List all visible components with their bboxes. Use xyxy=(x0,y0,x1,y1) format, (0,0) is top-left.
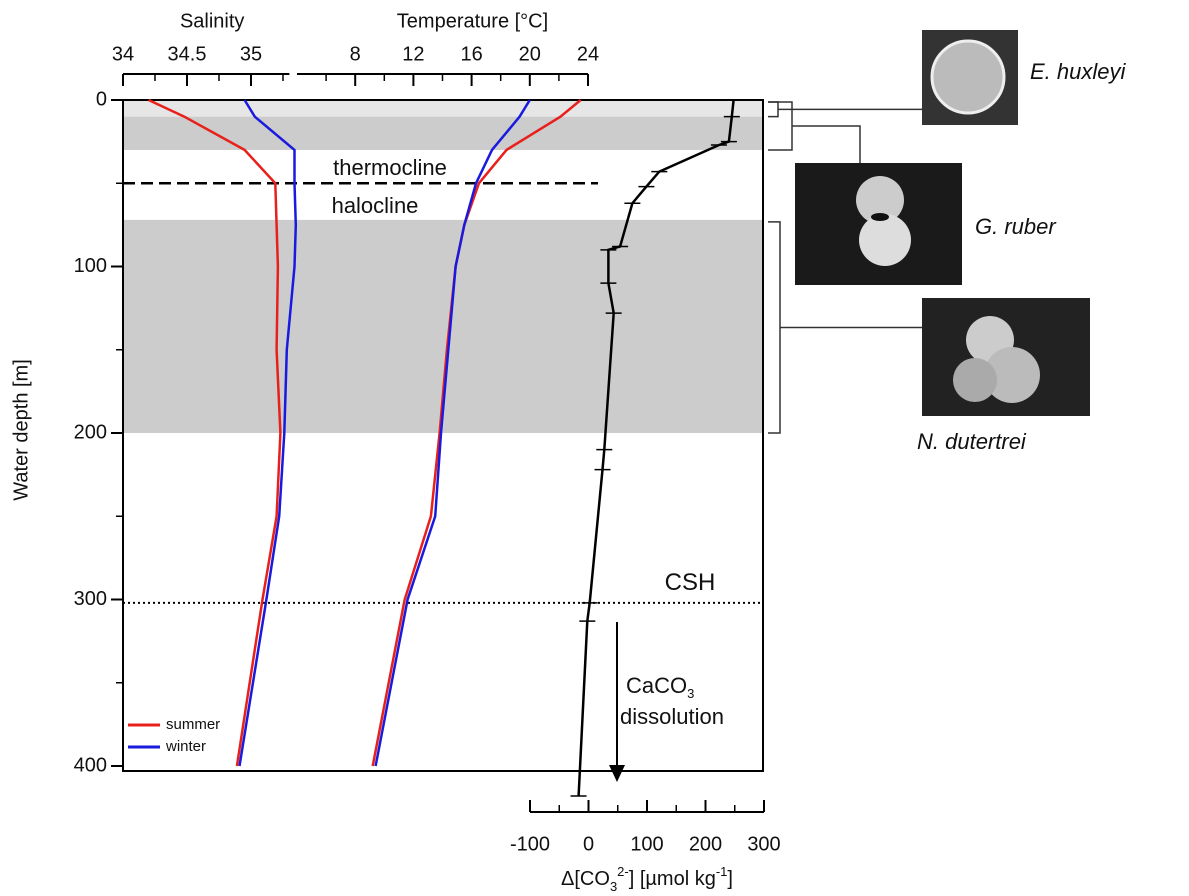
bottom-tick-label: -100 xyxy=(510,833,550,855)
label-part: 3 xyxy=(610,879,617,894)
top-tick-label: 12 xyxy=(402,43,424,65)
species-label: N. dutertrei xyxy=(917,429,1027,454)
label-part: Δ[CO xyxy=(561,868,610,890)
chamber xyxy=(859,214,911,266)
bottom-tick-label: 300 xyxy=(747,833,780,855)
depth-band xyxy=(123,117,763,150)
habitat-bracket xyxy=(768,102,778,117)
bottom-tick-label: 200 xyxy=(689,833,722,855)
plot-frame xyxy=(123,100,763,771)
y-axis-label: Water depth [m] xyxy=(10,359,32,501)
label-part: ] [µmol kg xyxy=(629,868,716,890)
top-tick-label: 35 xyxy=(240,43,262,65)
chamber xyxy=(953,358,997,402)
annotation: dissolution xyxy=(620,704,724,729)
depth-band xyxy=(123,100,763,117)
ref-label: CSH xyxy=(665,569,716,596)
y-tick-label: 0 xyxy=(96,88,107,110)
label-part: 2- xyxy=(617,864,629,879)
top-tick-label: 34.5 xyxy=(168,43,207,65)
y-tick-label: 100 xyxy=(74,255,107,277)
top-tick-label: 8 xyxy=(350,43,361,65)
top-axis-label: Salinity xyxy=(180,10,244,32)
label-part: ] xyxy=(727,868,733,890)
y-tick-label: 200 xyxy=(74,421,107,443)
figure: 0100200300400Water depth [m]3434.535Sali… xyxy=(0,0,1189,896)
habitat-link xyxy=(792,126,860,163)
top-tick-label: 34 xyxy=(112,43,134,65)
bottom-tick-label: 100 xyxy=(630,833,663,855)
top-tick-label: 24 xyxy=(577,43,599,65)
habitat-bracket xyxy=(768,222,780,433)
coccolith xyxy=(932,41,1004,113)
species-label: E. huxleyi xyxy=(1030,59,1126,84)
y-tick-label: 400 xyxy=(74,754,107,776)
ref-label: thermocline xyxy=(333,155,447,180)
annotation-part: CaCO xyxy=(626,673,687,698)
aperture xyxy=(871,213,889,221)
legend-label: winter xyxy=(165,738,206,755)
arrow-head xyxy=(609,765,625,782)
bottom-tick-label: 0 xyxy=(583,833,594,855)
legend-label: summer xyxy=(166,716,220,733)
label-part: -1 xyxy=(716,864,728,879)
y-tick-label: 300 xyxy=(74,588,107,610)
species-label: G. ruber xyxy=(975,214,1057,239)
annotation-part: 3 xyxy=(687,686,694,701)
annotation: halocline xyxy=(332,193,419,218)
top-axis-label: Temperature [°C] xyxy=(397,10,548,32)
bottom-axis-label: Δ[CO32-] [µmol kg-1] xyxy=(561,864,733,894)
top-tick-label: 20 xyxy=(519,43,541,65)
annotation: CaCO3 xyxy=(626,673,694,701)
top-tick-label: 16 xyxy=(460,43,482,65)
